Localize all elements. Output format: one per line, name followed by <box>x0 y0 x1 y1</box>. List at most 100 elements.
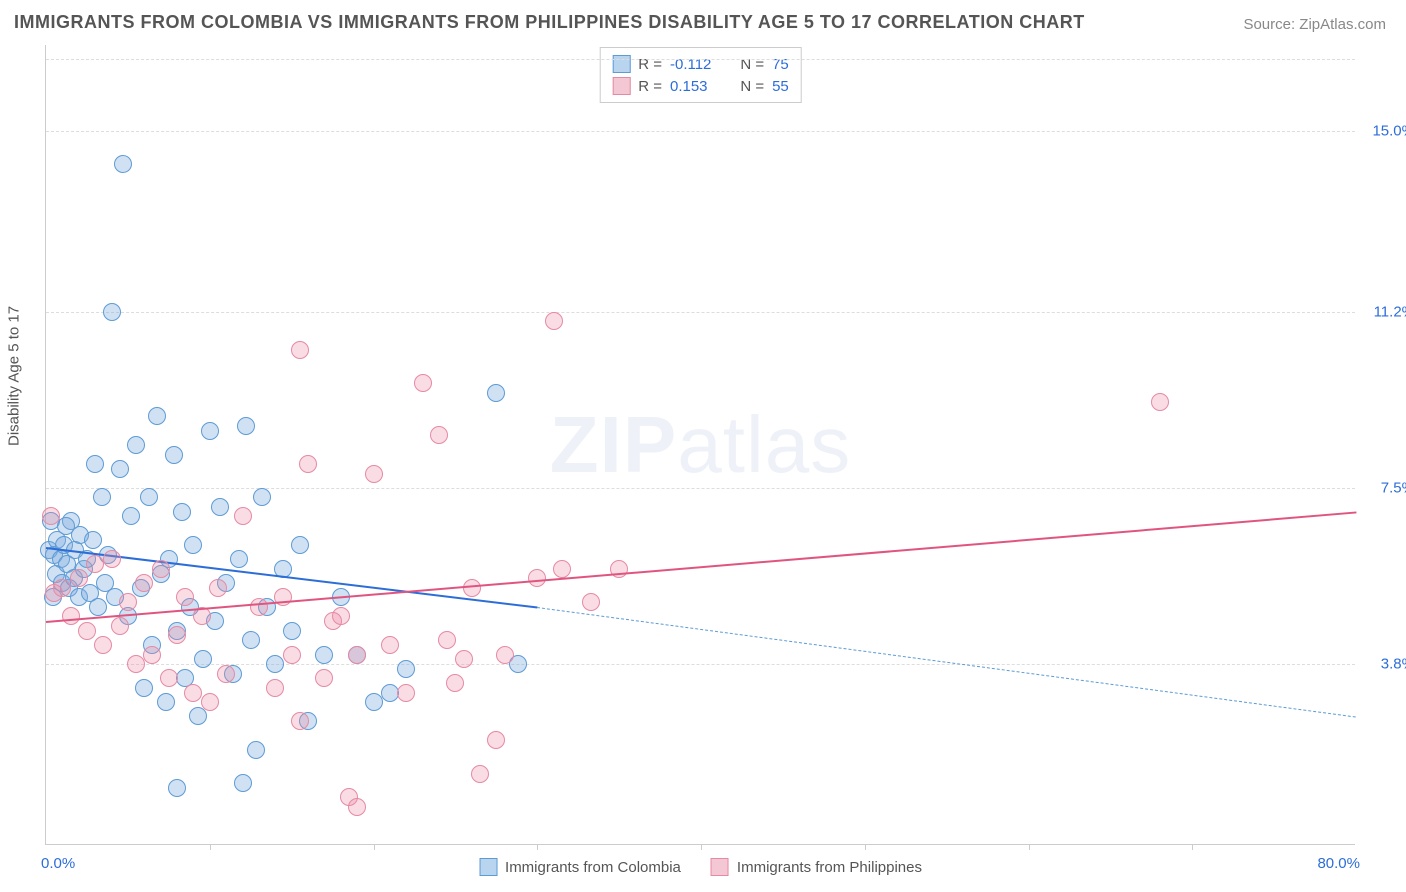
data-point <box>217 665 235 683</box>
grid-line <box>46 131 1355 132</box>
data-point <box>53 579 71 597</box>
data-point <box>414 374 432 392</box>
data-point <box>234 507 252 525</box>
data-point <box>114 155 132 173</box>
x-tick <box>210 844 211 850</box>
data-point <box>365 465 383 483</box>
data-point <box>84 531 102 549</box>
data-point <box>194 650 212 668</box>
data-point <box>496 646 514 664</box>
data-point <box>291 536 309 554</box>
r-label: R = <box>638 78 662 95</box>
grid-line <box>46 488 1355 489</box>
x-tick <box>701 844 702 850</box>
data-point <box>57 517 75 535</box>
grid-line <box>46 664 1355 665</box>
stats-legend-row: R = 0.153 N = 55 <box>612 75 789 97</box>
y-tick-label: 3.8% <box>1381 656 1406 673</box>
data-point <box>78 622 96 640</box>
data-point <box>201 422 219 440</box>
data-point <box>253 488 271 506</box>
data-point <box>184 536 202 554</box>
source-credit: Source: ZipAtlas.com <box>1243 16 1386 33</box>
data-point <box>365 693 383 711</box>
data-point <box>152 560 170 578</box>
series-legend-item: Immigrants from Philippines <box>711 858 922 876</box>
x-axis-max: 80.0% <box>1317 855 1360 872</box>
data-point <box>62 607 80 625</box>
data-point <box>122 507 140 525</box>
data-point <box>266 655 284 673</box>
x-tick <box>374 844 375 850</box>
data-point <box>1151 393 1169 411</box>
data-point <box>471 765 489 783</box>
grid-line <box>46 59 1355 60</box>
data-point <box>201 693 219 711</box>
data-point <box>397 684 415 702</box>
data-point <box>348 646 366 664</box>
data-point <box>230 550 248 568</box>
data-point <box>315 669 333 687</box>
data-point <box>86 455 104 473</box>
data-point <box>291 341 309 359</box>
data-point <box>103 550 121 568</box>
data-point <box>545 312 563 330</box>
legend-swatch <box>711 858 729 876</box>
series-legend: Immigrants from Colombia Immigrants from … <box>479 858 922 876</box>
data-point <box>93 488 111 506</box>
series-legend-item: Immigrants from Colombia <box>479 858 681 876</box>
data-point <box>237 417 255 435</box>
data-point <box>438 631 456 649</box>
y-tick-label: 7.5% <box>1381 479 1406 496</box>
data-point <box>89 598 107 616</box>
chart-title: IMMIGRANTS FROM COLOMBIA VS IMMIGRANTS F… <box>14 12 1085 33</box>
data-point <box>381 684 399 702</box>
data-point <box>299 455 317 473</box>
series-name: Immigrants from Philippines <box>737 859 922 876</box>
grid-line <box>46 312 1355 313</box>
data-point <box>103 303 121 321</box>
data-point <box>143 646 161 664</box>
data-point <box>266 679 284 697</box>
y-axis-label: Disability Age 5 to 17 <box>6 306 23 446</box>
data-point <box>160 669 178 687</box>
data-point <box>111 617 129 635</box>
data-point <box>157 693 175 711</box>
data-point <box>211 498 229 516</box>
data-point <box>487 731 505 749</box>
data-point <box>397 660 415 678</box>
y-tick-label: 15.0% <box>1372 122 1406 139</box>
y-tick-label: 11.2% <box>1374 303 1406 320</box>
data-point <box>111 460 129 478</box>
n-label: N = <box>732 78 764 95</box>
data-point <box>234 774 252 792</box>
data-point <box>455 650 473 668</box>
data-point <box>148 407 166 425</box>
x-tick <box>865 844 866 850</box>
x-tick <box>1029 844 1030 850</box>
data-point <box>165 446 183 464</box>
data-point <box>315 646 333 664</box>
data-point <box>184 684 202 702</box>
data-point <box>487 384 505 402</box>
data-point <box>242 631 260 649</box>
data-point <box>446 674 464 692</box>
legend-swatch <box>479 858 497 876</box>
data-point <box>168 779 186 797</box>
data-point <box>140 488 158 506</box>
watermark: ZIPatlas <box>550 399 851 491</box>
stats-legend-row: R = -0.112 N = 75 <box>612 53 789 75</box>
x-axis-min: 0.0% <box>41 855 75 872</box>
data-point <box>70 569 88 587</box>
data-point <box>86 555 104 573</box>
r-value: 0.153 <box>670 78 724 95</box>
data-point <box>127 655 145 673</box>
data-point <box>42 507 60 525</box>
stats-legend: R = -0.112 N = 75R = 0.153 N = 55 <box>599 47 802 103</box>
data-point <box>324 612 342 630</box>
data-point <box>173 503 191 521</box>
data-point <box>168 626 186 644</box>
x-tick <box>537 844 538 850</box>
data-point <box>127 436 145 454</box>
legend-swatch <box>612 55 630 73</box>
